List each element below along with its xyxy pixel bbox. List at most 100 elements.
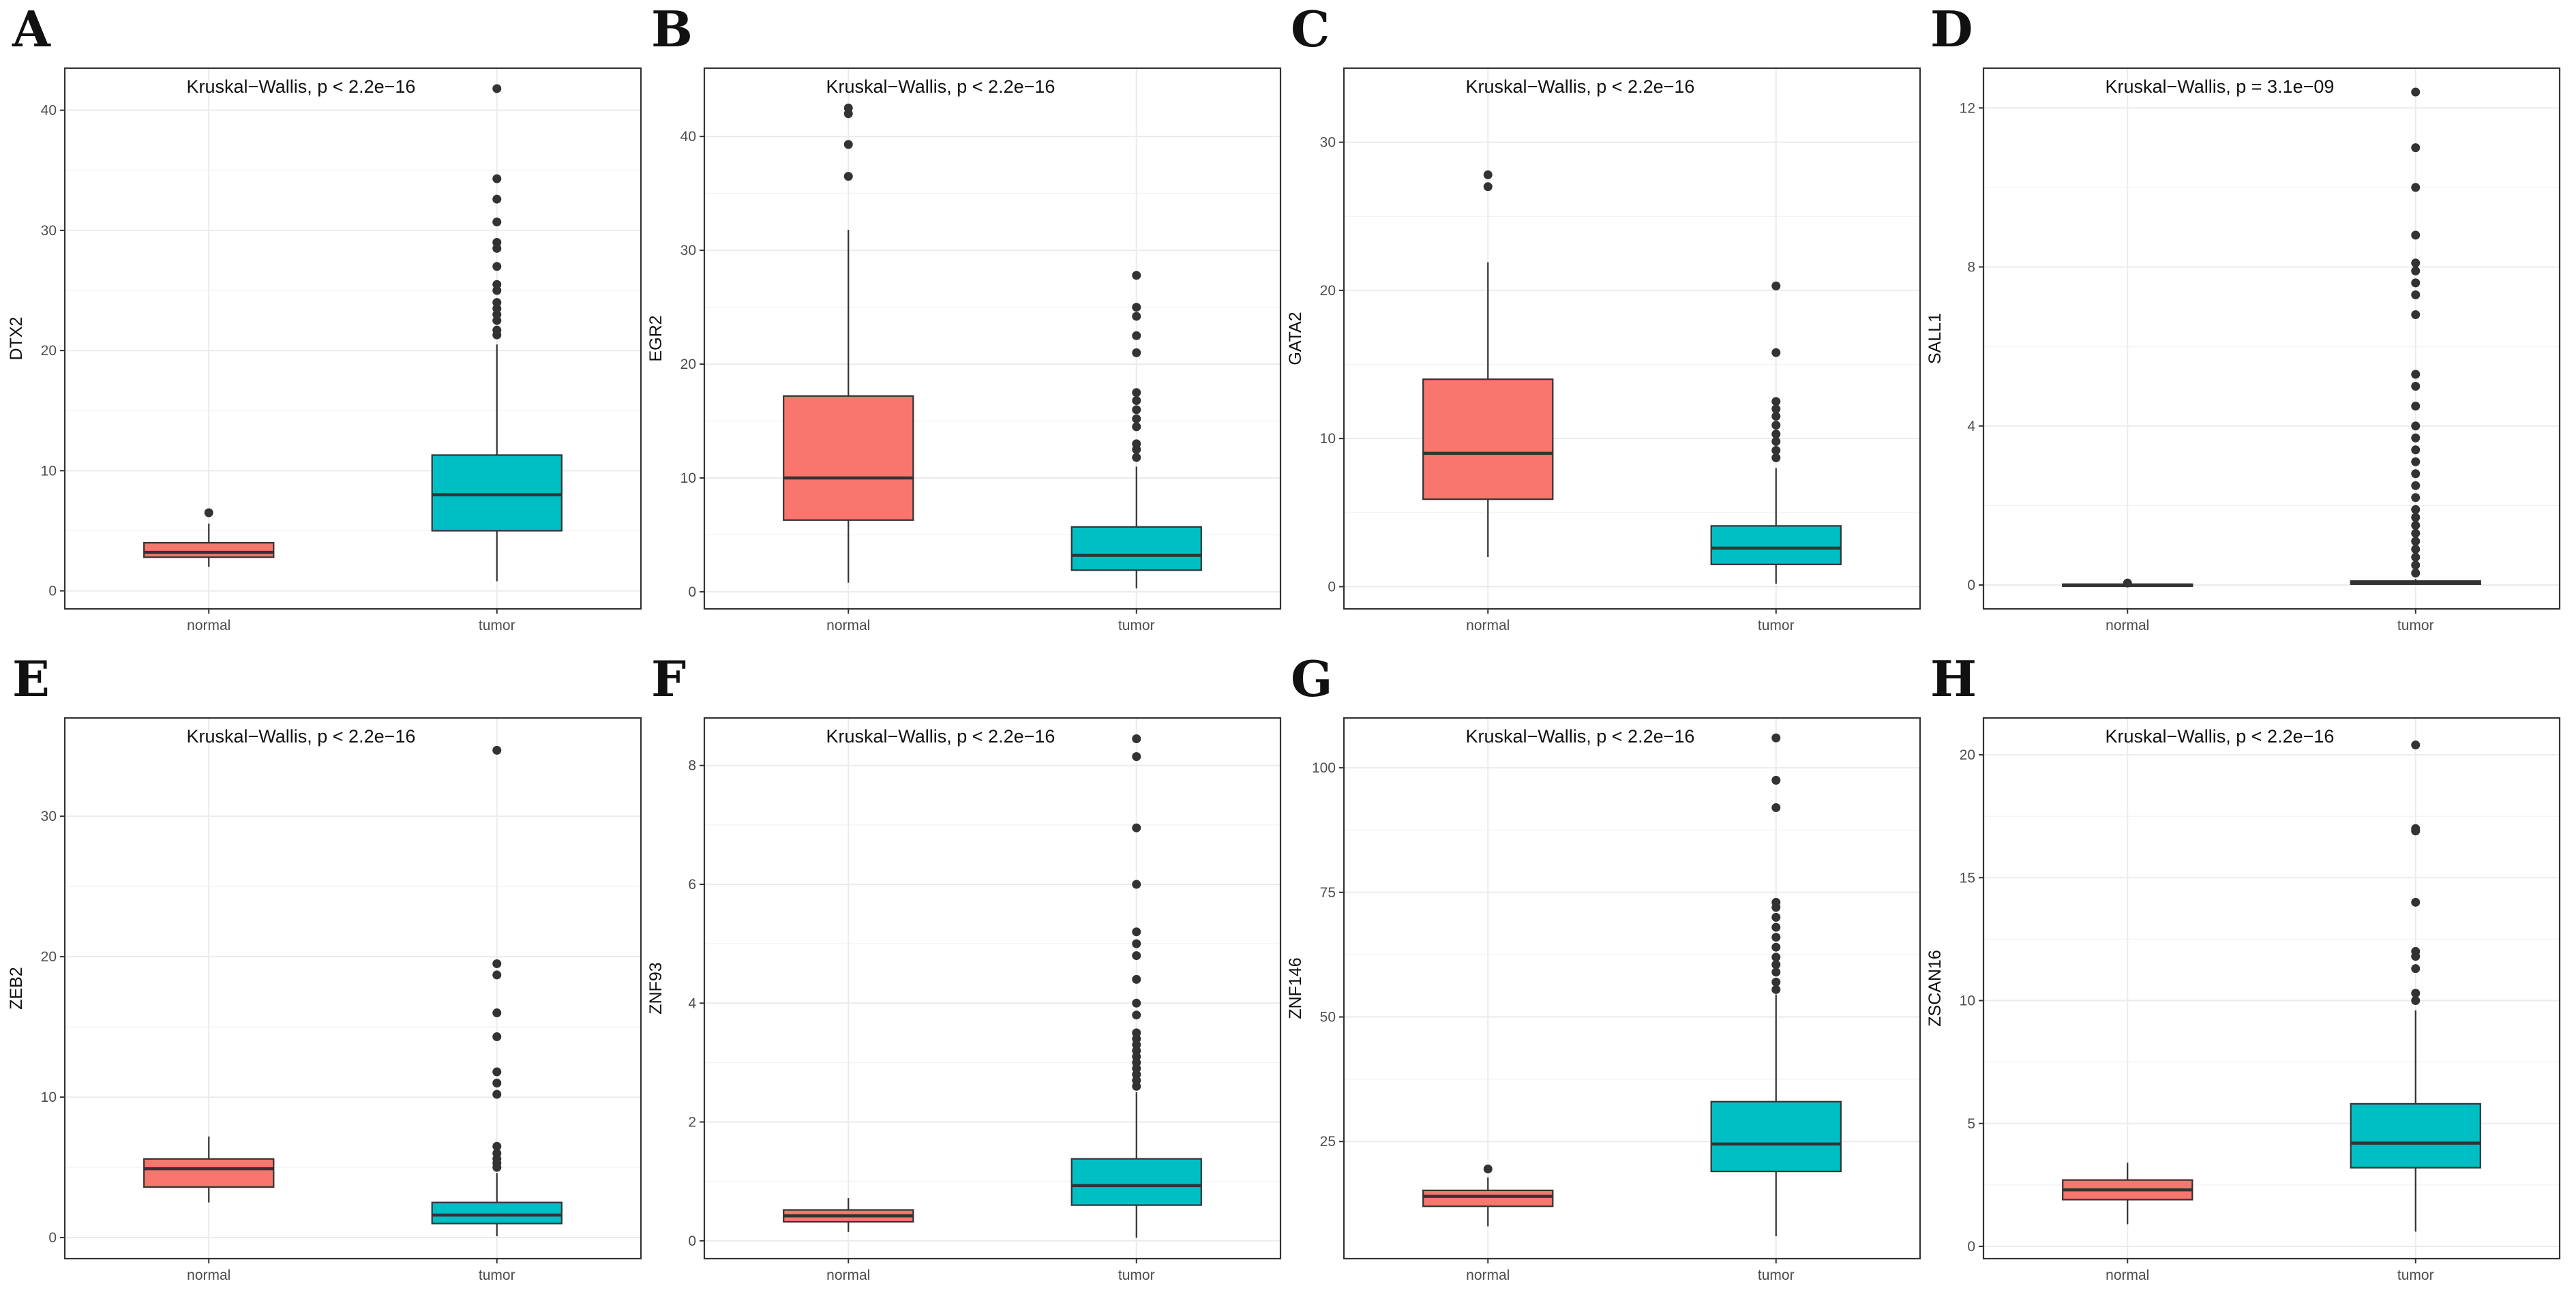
outlier-point <box>1771 977 1781 987</box>
plot-border <box>1343 717 1921 1260</box>
test-annotation: Kruskal−Wallis, p < 2.2e−16 <box>826 726 1055 747</box>
outlier-point <box>2411 266 2421 275</box>
outlier-point <box>1132 331 1141 340</box>
box-normal <box>783 395 914 521</box>
y-tick-label: 0 <box>688 584 696 600</box>
y-axis-title: DTX2 <box>7 317 26 361</box>
outlier-point <box>2411 740 2421 750</box>
x-tick-label: normal <box>1466 618 1510 633</box>
y-tick-label: 0 <box>1967 1239 1975 1255</box>
y-tick-label: 10 <box>680 470 696 486</box>
outlier-point <box>1771 922 1781 932</box>
outlier-point <box>1771 412 1781 421</box>
y-tick-label: 25 <box>1320 1134 1336 1150</box>
outlier-point <box>1132 348 1141 357</box>
outlier-point <box>2411 278 2421 288</box>
outlier-point <box>492 174 502 183</box>
outlier-point <box>2411 824 2421 833</box>
panel-d: D 0 4 8 12 normal tumor SALL1 Kruskal−Wallis, p … <box>1926 0 2561 633</box>
outlier-point <box>1132 303 1141 312</box>
y-tick-label: 40 <box>41 103 57 119</box>
plot-background <box>1983 718 2560 1259</box>
panel-label: A <box>12 0 51 58</box>
box-tumor <box>1070 526 1202 571</box>
outlier-point <box>492 298 502 308</box>
x-tick-label: tumor <box>2397 1268 2434 1283</box>
outlier-point <box>2411 545 2421 554</box>
outlier-point <box>2411 528 2421 538</box>
outlier-point <box>1771 733 1781 742</box>
outlier-point <box>1771 421 1781 430</box>
outlier-point <box>1483 1164 1493 1173</box>
box-normal <box>143 541 275 558</box>
y-tick-label: 5 <box>1967 1116 1975 1132</box>
outlier-point <box>1771 897 1781 907</box>
outlier-point <box>1132 823 1141 832</box>
outlier-point <box>2411 445 2421 455</box>
outlier-point <box>1132 1010 1141 1020</box>
plot-border <box>1982 67 2561 610</box>
outlier-point <box>1132 939 1141 948</box>
outlier-point <box>1771 397 1781 406</box>
box-tumor <box>1710 1100 1842 1173</box>
outlier-point <box>492 1032 502 1042</box>
x-tick-label: tumor <box>2397 618 2434 633</box>
outlier-point <box>492 1090 502 1099</box>
y-tick-label: 0 <box>48 584 57 599</box>
box-tumor <box>1710 525 1842 565</box>
outlier-point <box>2411 481 2421 490</box>
panel-a: A 0 10 20 30 40 normal tumor DTX2 Kruskal−Wallis,… <box>7 0 642 633</box>
outlier-point <box>2411 569 2421 578</box>
outlier-point <box>1132 271 1141 280</box>
outlier-point <box>2411 989 2421 998</box>
panel-label: B <box>651 0 693 58</box>
outlier-point <box>2411 87 2421 97</box>
y-tick-label: 0 <box>48 1230 57 1246</box>
outlier-point <box>1483 182 1493 192</box>
outlier-point <box>2411 433 2421 442</box>
outlier-point <box>2411 310 2421 320</box>
outlier-point <box>1132 998 1141 1008</box>
y-tick-label: 0 <box>1967 578 1975 593</box>
outlier-point <box>492 1008 502 1018</box>
outlier-point <box>1132 388 1141 397</box>
panel-label: E <box>12 650 50 708</box>
y-tick-label: 40 <box>680 129 696 145</box>
x-tick-label: tumor <box>479 618 515 633</box>
plot-border <box>703 67 1282 610</box>
box-tumor <box>431 1201 563 1225</box>
panel-c: C 0 10 20 30 normal tumor GATA2 Kruskal−Wallis, … <box>1286 0 1921 633</box>
outlier-point <box>1132 395 1141 405</box>
y-axis-title: SALL1 <box>1926 313 1945 364</box>
panel-label: F <box>651 650 686 708</box>
outlier-point <box>492 745 502 755</box>
outlier-point <box>492 959 502 968</box>
outlier-point <box>1132 734 1141 743</box>
outlier-point <box>492 84 502 93</box>
plot-background <box>1983 68 2560 609</box>
box-normal <box>143 1158 275 1188</box>
panel-e: E 0 10 20 30 normal tumor ZEB2 Kruskal−Wallis, p… <box>7 650 642 1283</box>
outlier-point <box>492 1141 502 1151</box>
outlier-point <box>1132 880 1141 889</box>
y-tick-label: 20 <box>1320 283 1336 299</box>
outlier-point <box>1132 405 1141 415</box>
y-tick-label: 20 <box>41 343 57 359</box>
outlier-point <box>1771 404 1781 414</box>
y-axis-title: GATA2 <box>1286 312 1305 365</box>
outlier-point <box>2411 946 2421 956</box>
x-tick-label: tumor <box>1118 1268 1155 1283</box>
outlier-point <box>1132 752 1141 762</box>
box-tumor <box>431 454 563 532</box>
plot-border <box>1982 717 2561 1260</box>
y-tick-label: 4 <box>1967 419 1975 434</box>
y-axis-title: ZEB2 <box>7 967 26 1010</box>
y-axis-title: ZNF93 <box>646 962 665 1014</box>
y-axis-title: ZSCAN16 <box>1926 950 1945 1027</box>
test-annotation: Kruskal−Wallis, p < 2.2e−16 <box>1465 76 1694 97</box>
outlier-point <box>1771 348 1781 357</box>
outlier-point <box>1771 446 1781 455</box>
plot-background <box>1344 718 1920 1259</box>
y-tick-label: 15 <box>1960 870 1975 886</box>
y-tick-label: 75 <box>1320 885 1336 901</box>
